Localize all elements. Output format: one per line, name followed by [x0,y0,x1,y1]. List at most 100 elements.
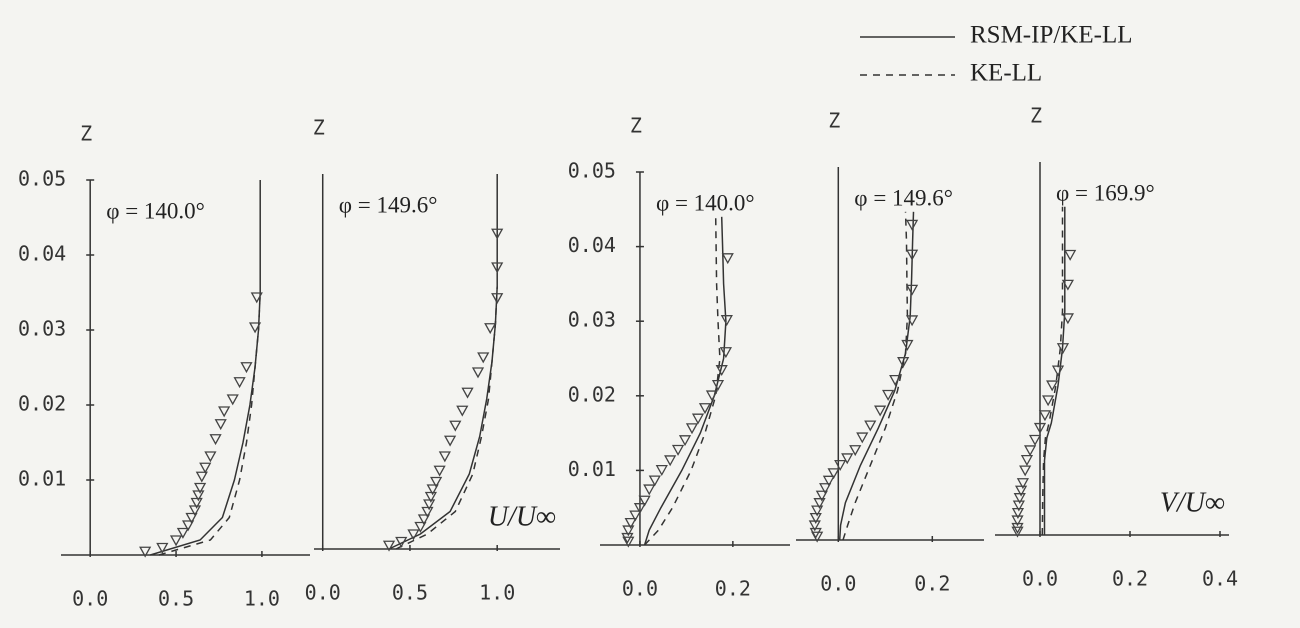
data-point [864,420,877,432]
data-point [1056,343,1070,355]
data-point [423,499,436,511]
data-point [678,435,692,447]
data-point [1011,522,1024,534]
data-point [1033,422,1047,434]
data-point [214,419,227,431]
x-tick-label: 1.0 [479,581,515,605]
data-point [192,490,205,502]
y-tick-label: 0.02 [568,382,616,406]
x-tick-label: 0.0 [305,581,341,605]
data-point [443,435,457,447]
y-axis-label: Z [313,116,325,140]
x-tick-label: 0.0 [622,577,658,601]
data-point [827,468,840,480]
data-point [382,540,396,552]
y-axis-label: Z [1030,104,1042,128]
data-point [414,521,427,533]
data-point [156,542,169,554]
data-point [901,339,914,351]
data-point [1046,380,1059,392]
data-point [233,377,246,389]
y-tick-label: 0.04 [18,242,66,266]
x-tick-label: 0.4 [1202,567,1238,591]
data-point [491,228,504,240]
y-tick-label: 0.05 [568,159,616,183]
data-point [426,484,439,496]
data-point [181,520,195,532]
y-tick-label: 0.05 [18,167,66,191]
data-point [1051,365,1065,377]
data-point [849,445,862,457]
data-point [671,444,685,456]
y-axis-label: Z [630,114,642,138]
data-point [199,462,212,474]
x-tick-label: 0.2 [914,572,950,596]
data-point [1011,526,1024,538]
data-point [407,529,420,541]
data-point [491,262,504,274]
data-point [491,293,504,305]
data-point [720,315,733,327]
profile-line [158,292,261,556]
data-point [1020,455,1034,466]
data-point [889,374,902,386]
data-point [438,451,451,463]
data-point [1023,445,1037,457]
y-axis-label: Z [828,109,840,133]
y-tick-label: 0.01 [18,467,66,491]
data-point [629,510,642,522]
annotation: φ = 140.0° [656,190,755,215]
data-point [449,420,462,432]
data-point [721,253,734,265]
legend-label: KE-LL [970,60,1042,87]
data-point [655,465,668,476]
data-point [685,423,699,435]
data-point [715,365,728,377]
data-point [461,387,474,399]
data-point [1061,279,1075,291]
x-tick-label: 1.0 [244,587,280,611]
data-point [193,482,207,494]
data-point [905,315,919,327]
data-point [698,403,712,415]
data-point [477,352,490,364]
data-point [190,497,203,509]
data-point [1038,410,1052,422]
y-tick-label: 0.04 [568,233,616,257]
data-point [705,390,719,402]
profile-line [388,174,498,550]
data-point [1028,434,1042,446]
data-point [417,514,431,526]
data-point [424,491,437,503]
data-point [1061,313,1075,325]
data-point [176,527,190,539]
x-tick-label: 0.0 [72,587,108,611]
data-point [856,432,869,444]
data-point [226,394,239,406]
data-point [813,498,826,510]
data-point [456,405,469,417]
data-point [622,536,635,548]
data-point [905,249,919,261]
data-point [1014,485,1028,497]
data-point [1016,478,1030,490]
data-point [905,219,919,231]
x-tick-label: 0.0 [1022,567,1058,591]
data-point [711,379,725,391]
profile-line [395,286,498,550]
data-point [664,455,677,467]
data-point [822,475,836,487]
data-point [643,484,656,496]
data-point [139,546,152,558]
data-point [395,536,408,548]
legend-label: RSM-IP/KE-LL [970,22,1133,49]
data-point [218,406,231,418]
data-point [811,505,824,517]
x-axis-label: V/U∞ [1160,487,1225,518]
x-tick-label: 0.5 [392,581,428,605]
profile-line [838,211,915,541]
data-point [633,503,647,515]
y-axis-label: Z [80,122,92,146]
data-point [250,292,263,304]
data-point [841,453,854,465]
